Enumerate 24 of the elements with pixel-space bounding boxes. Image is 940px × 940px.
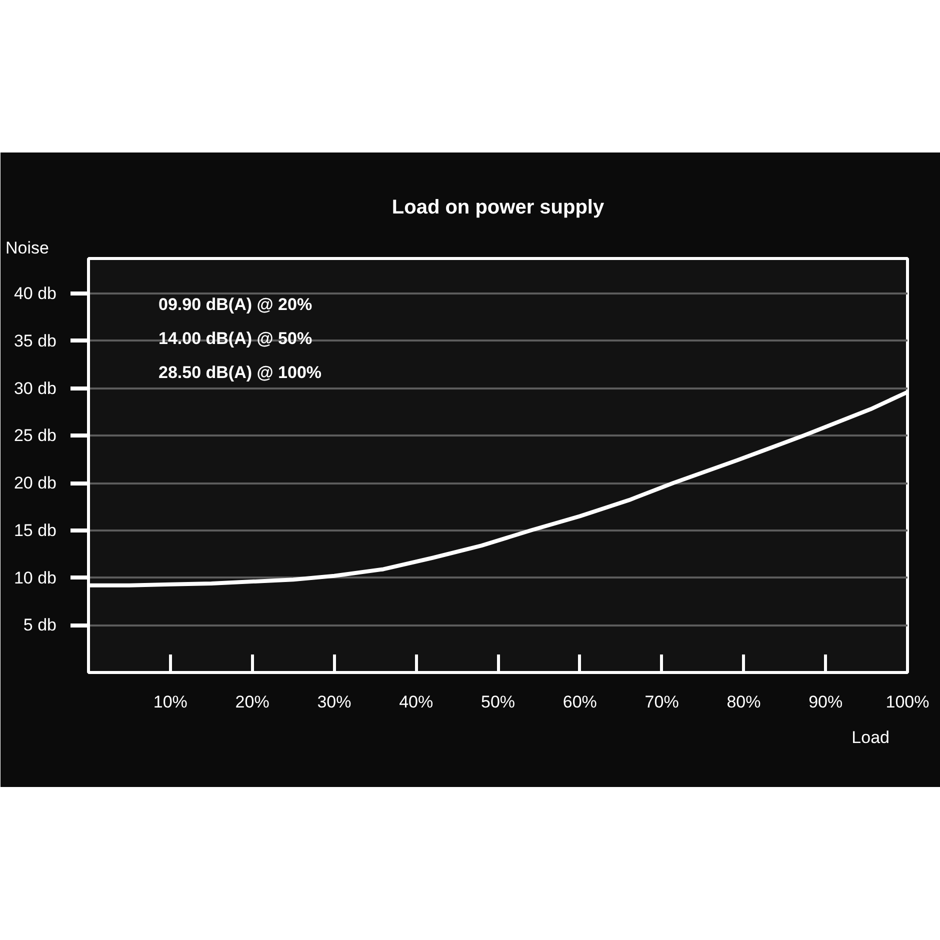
- chart-title: Load on power supply: [392, 196, 605, 218]
- x-tick-label: 80%: [726, 692, 761, 712]
- y-tick-label: 40 db: [14, 284, 57, 304]
- x-tick-label: 40%: [399, 692, 434, 712]
- x-tick-label: 100%: [886, 692, 930, 712]
- y-tick-label: 35 db: [14, 331, 57, 350]
- y-tick-label: 5 db: [23, 616, 57, 635]
- y-tick-label: 15 db: [14, 520, 57, 540]
- y-axis-title: Noise: [6, 238, 49, 258]
- x-tick-label: 60%: [562, 692, 597, 712]
- annotation: 14.00 dB(A) @ 50%: [158, 329, 312, 348]
- x-tick-label: 10%: [153, 692, 188, 712]
- y-tick-label: 10 db: [14, 568, 57, 588]
- x-tick-label: 20%: [235, 692, 270, 712]
- y-tick-label: 20 db: [14, 474, 57, 493]
- annotation: 28.50 dB(A) @ 100%: [158, 363, 322, 382]
- y-tick-label: 30 db: [14, 378, 57, 398]
- x-tick-label: 30%: [317, 692, 352, 712]
- x-axis-title: Load: [852, 728, 890, 747]
- y-tick-label: 25 db: [14, 426, 57, 446]
- x-tick-label: 90%: [808, 692, 843, 712]
- x-tick-label: 70%: [644, 692, 679, 712]
- x-tick-label: 50%: [480, 692, 516, 712]
- annotation: 09.90 dB(A) @ 20%: [158, 295, 312, 314]
